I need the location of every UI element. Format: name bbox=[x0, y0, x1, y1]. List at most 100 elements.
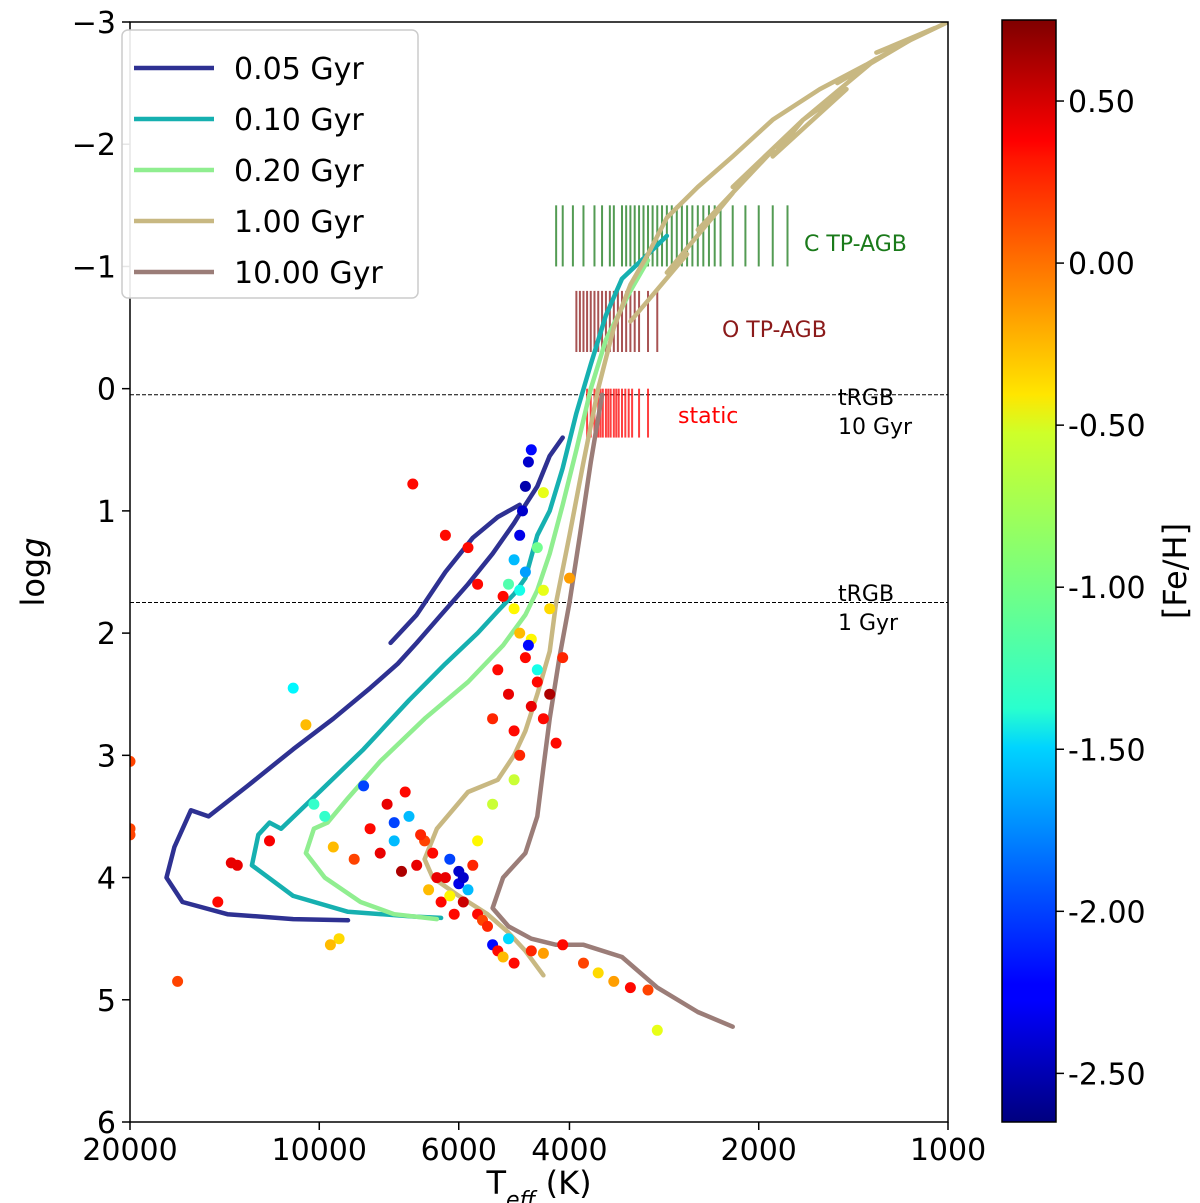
isochrone-0-05-gyr bbox=[164, 435, 565, 923]
c-tpagb-label: C TP-AGB bbox=[804, 232, 907, 257]
star-point-57 bbox=[503, 688, 514, 700]
star-point-9 bbox=[300, 719, 312, 731]
star-point-74 bbox=[519, 480, 531, 492]
star-point-10 bbox=[308, 798, 320, 810]
x-axis-label: Teff (K) bbox=[485, 1164, 591, 1203]
star-point-82 bbox=[537, 487, 549, 499]
star-point-59 bbox=[514, 749, 526, 761]
star-point-40 bbox=[508, 957, 520, 969]
colorbar-tick-label: -2.00 bbox=[1068, 895, 1146, 930]
star-point-28 bbox=[444, 890, 456, 902]
star-point-45 bbox=[592, 967, 604, 979]
star-point-61 bbox=[525, 700, 537, 712]
y-tick-label: −3 bbox=[72, 6, 116, 41]
y-tick-label: 2 bbox=[97, 617, 116, 652]
star-points bbox=[130, 444, 663, 1036]
star-point-65 bbox=[550, 737, 562, 749]
star-point-64 bbox=[544, 688, 556, 700]
ref-line-label-1gyr-line2: 1 Gyr bbox=[838, 611, 899, 636]
y-tick-label: 0 bbox=[97, 373, 116, 408]
star-point-80 bbox=[537, 584, 549, 596]
star-point-52 bbox=[462, 542, 474, 554]
legend-label: 0.10 Gyr bbox=[234, 103, 364, 138]
star-point-79 bbox=[531, 542, 543, 554]
star-point-0 bbox=[130, 755, 136, 767]
isochrone-1-00-gyr-tp-agb-zigzag bbox=[628, 25, 937, 324]
star-point-18 bbox=[374, 847, 386, 859]
star-point-38 bbox=[497, 951, 509, 963]
star-point-54 bbox=[487, 713, 499, 725]
star-point-56 bbox=[497, 590, 509, 602]
star-point-22 bbox=[403, 810, 415, 822]
star-point-32 bbox=[467, 859, 479, 871]
colorbar-tick-label: 0.50 bbox=[1068, 85, 1135, 120]
isochrone-0-10-gyr bbox=[249, 233, 670, 921]
star-point-53 bbox=[472, 578, 484, 590]
star-point-47 bbox=[624, 982, 636, 994]
reference-lines bbox=[130, 394, 948, 604]
colorbar-ticks: 0.50 0.00 -0.50 -1.00 -1.50 -2.00 -2.50 bbox=[1056, 85, 1146, 1092]
star-point-96 bbox=[444, 853, 456, 865]
isochrone-10-00-gyr bbox=[490, 392, 735, 1029]
star-point-6 bbox=[225, 857, 237, 869]
colorbar-label: [Fe/H] bbox=[1156, 523, 1194, 619]
star-point-66 bbox=[557, 652, 569, 664]
star-point-69 bbox=[508, 603, 520, 615]
star-point-15 bbox=[348, 853, 360, 865]
star-point-49 bbox=[651, 1024, 663, 1036]
star-point-26 bbox=[431, 872, 443, 884]
star-point-78 bbox=[514, 584, 526, 596]
x-tick-label: 2000 bbox=[721, 1133, 797, 1168]
star-point-20 bbox=[388, 835, 400, 847]
star-point-73 bbox=[517, 505, 528, 517]
x-tick-label: 20000 bbox=[82, 1133, 177, 1168]
legend-label: 10.00 Gyr bbox=[234, 256, 383, 291]
y-tick-label: 4 bbox=[97, 862, 116, 897]
star-point-77 bbox=[519, 566, 531, 578]
colorbar bbox=[1001, 19, 1057, 1123]
star-point-87 bbox=[487, 798, 499, 810]
star-point-44 bbox=[578, 957, 589, 969]
star-point-86 bbox=[508, 774, 520, 786]
star-point-11 bbox=[319, 810, 331, 822]
y-tick-label: 5 bbox=[97, 984, 116, 1019]
star-point-91 bbox=[439, 872, 451, 884]
star-point-75 bbox=[522, 456, 534, 468]
star-point-7 bbox=[264, 835, 275, 847]
star-point-94 bbox=[399, 786, 411, 798]
x-tick-label: 10000 bbox=[272, 1133, 367, 1168]
legend-box bbox=[121, 29, 419, 299]
legend-label: 0.20 Gyr bbox=[234, 154, 364, 189]
ref-line-label-10gyr-line1: tRGB bbox=[838, 386, 894, 411]
legend-label: 1.00 Gyr bbox=[234, 205, 364, 240]
star-point-92 bbox=[427, 847, 439, 859]
o-tpagb-label: O TP-AGB bbox=[722, 318, 827, 343]
star-point-21 bbox=[396, 865, 407, 877]
star-point-70 bbox=[503, 578, 514, 590]
plot-frame bbox=[129, 21, 949, 1123]
y-tick-label: 1 bbox=[97, 495, 116, 530]
star-point-84 bbox=[531, 664, 543, 676]
star-point-46 bbox=[608, 975, 620, 987]
star-point-4 bbox=[212, 896, 224, 908]
star-point-19 bbox=[381, 798, 393, 810]
star-point-88 bbox=[472, 835, 484, 847]
star-point-42 bbox=[537, 947, 549, 959]
colorbar-tick-label: 0.00 bbox=[1068, 247, 1135, 282]
legend-label: 0.05 Gyr bbox=[234, 52, 364, 87]
y-tick-label: −2 bbox=[72, 128, 116, 163]
star-point-90 bbox=[448, 908, 460, 920]
star-point-35 bbox=[482, 920, 493, 932]
star-point-58 bbox=[508, 725, 520, 737]
star-point-63 bbox=[537, 713, 549, 725]
star-point-76 bbox=[525, 444, 537, 456]
star-point-31 bbox=[462, 884, 474, 896]
star-point-89 bbox=[453, 865, 465, 877]
star-point-68 bbox=[514, 627, 526, 639]
colorbar-tick-label: -1.00 bbox=[1068, 571, 1146, 606]
star-point-43 bbox=[557, 939, 569, 951]
star-point-2 bbox=[130, 829, 136, 841]
star-point-17 bbox=[364, 823, 376, 835]
star-point-48 bbox=[642, 984, 654, 996]
